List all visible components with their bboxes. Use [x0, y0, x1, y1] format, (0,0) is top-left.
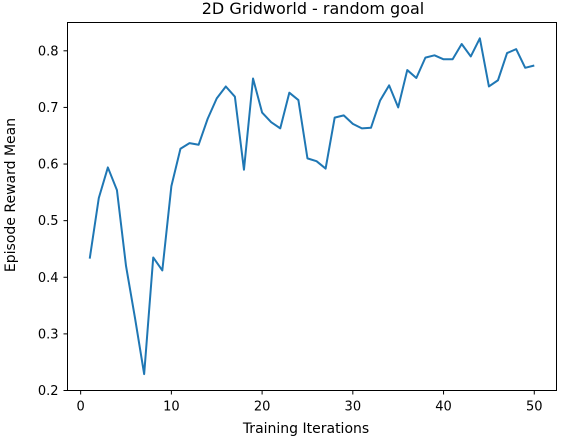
x-axis-label: Training Iterations [242, 421, 369, 437]
chart-title: 2D Gridworld - random goal [202, 0, 425, 18]
y-tick-label: 0.6 [38, 158, 59, 173]
y-axis: 0.2 0.3 0.4 0.5 0.6 0.7 0.8 [38, 44, 68, 399]
y-tick-label: 0.5 [38, 214, 59, 229]
y-tick-label: 0.8 [38, 44, 59, 59]
x-axis: 0 10 20 30 40 50 [77, 390, 543, 415]
y-tick-label: 0.2 [38, 384, 59, 399]
y-axis-label: Episode Reward Mean [3, 118, 19, 272]
y-tick-label: 0.3 [38, 327, 59, 342]
x-tick-label: 10 [163, 400, 180, 415]
x-tick-label: 50 [526, 400, 543, 415]
x-tick-label: 20 [254, 400, 271, 415]
y-tick-label: 0.4 [38, 271, 59, 286]
x-tick-label: 0 [77, 400, 85, 415]
plot-frame [67, 22, 557, 391]
x-tick-label: 40 [435, 400, 452, 415]
plot-area [88, 37, 535, 376]
y-tick-label: 0.7 [38, 101, 59, 116]
x-tick-label: 30 [345, 400, 362, 415]
series-line [88, 37, 535, 376]
